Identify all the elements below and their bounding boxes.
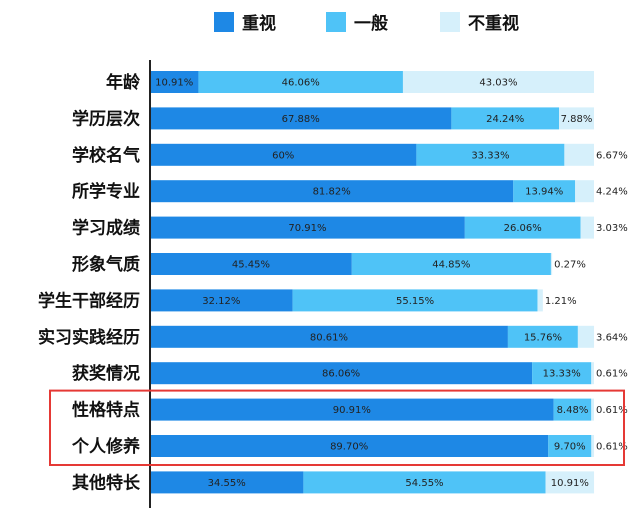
highlight-box [49,389,625,467]
bar-11-3 [591,435,595,457]
category-label-8: 实习实践经历 [38,327,140,348]
bar-6-1 [150,253,352,275]
value-label-9-1: 86.06% [322,369,360,380]
value-label-8-1: 80.61% [310,332,348,343]
value-label-9-3: 0.61% [596,369,628,380]
bar-8-3 [577,325,595,348]
category-label-11: 个人修养 [71,436,141,457]
bars: 10.91% 46.06% 43.03% 67.88% 24.24% 7.88% 60% 33… [150,71,628,494]
value-label-11-2: 9.70% [554,442,586,453]
value-label-1-2: 46.06% [282,78,320,89]
value-label-4-3: 4.24% [596,187,628,198]
category-labels: 年龄学历层次学校名气所学专业学习成绩形象气质学生干部经历实习实践经历获奖情况性格… [38,72,141,493]
value-label-4-1: 81.82% [313,187,351,198]
value-label-8-3: 3.64% [596,332,628,343]
value-label-5-2: 26.06% [504,223,542,234]
bar-12-3 [545,471,595,494]
bar-9-2 [532,362,592,385]
bar-7-3 [537,289,543,312]
legend-label-1: 重视 [242,13,276,34]
value-label-3-2: 33.33% [471,150,509,161]
bar-7-1 [150,289,293,312]
category-label-9: 获奖情况 [72,363,140,384]
value-label-5-1: 70.91% [288,223,326,234]
category-label-4: 所学专业 [72,181,140,202]
legend: 重视 一般 不重视 [214,12,519,34]
category-label-1: 年龄 [106,72,141,93]
bar-1-3 [402,71,594,93]
bar-5-2 [464,216,581,239]
bar-1-1 [150,71,199,93]
bar-3-2 [416,143,565,166]
value-label-6-2: 44.85% [432,260,470,271]
bar-10-2 [553,398,592,421]
bar-6-3 [550,253,553,275]
legend-swatch-3 [440,12,460,32]
bar-12-2 [303,471,546,494]
bar-3-1 [150,143,417,166]
category-label-2: 学历层次 [72,108,140,129]
value-label-3-3: 6.67% [596,150,628,161]
bar-5-1 [150,216,465,239]
value-label-6-1: 45.45% [232,260,270,271]
legend-label-3: 不重视 [468,13,519,34]
bar-9-3 [591,362,594,385]
value-label-10-1: 90.91% [333,405,371,416]
value-label-7-1: 32.12% [202,296,240,307]
bar-6-2 [351,253,551,275]
value-label-7-3: 1.21% [545,296,577,307]
bar-1-2 [198,71,403,93]
bar-4-3 [575,180,594,203]
bar-5-3 [580,216,594,239]
value-label-7-2: 55.15% [396,296,434,307]
category-label-7: 学生干部经历 [38,290,140,311]
bar-10-3 [591,398,594,421]
value-label-9-2: 13.33% [543,369,581,380]
value-label-10-3: 0.61% [596,405,628,416]
value-label-4-2: 13.94% [525,187,563,198]
category-label-5: 学习成绩 [72,218,140,239]
bar-3-3 [564,143,594,166]
value-label-1-3: 43.03% [479,78,517,89]
value-label-6-3: 0.27% [554,260,586,271]
bar-2-3 [559,107,594,130]
bar-9-1 [150,362,533,385]
value-label-3-1: 60% [272,150,294,161]
bar-4-1 [150,180,514,203]
bar-10-1 [150,398,554,421]
bar-8-1 [150,325,508,348]
value-label-10-2: 8.48% [557,405,589,416]
value-label-5-3: 3.03% [596,223,628,234]
category-label-6: 形象气质 [72,254,140,275]
value-label-11-1: 89.70% [330,442,368,453]
value-label-2-3: 7.88% [561,114,593,125]
value-label-8-2: 15.76% [524,332,562,343]
legend-label-2: 一般 [354,13,388,34]
legend-swatch-1 [214,12,234,32]
category-label-12: 其他特长 [72,472,141,493]
value-label-12-2: 54.55% [405,478,443,489]
legend-swatch-2 [326,12,346,32]
value-label-1-1: 10.91% [155,78,193,89]
bar-12-1 [150,471,304,494]
value-label-12-3: 10.91% [551,478,589,489]
category-label-10: 性格特点 [72,400,140,421]
bar-4-2 [513,180,576,203]
value-label-2-2: 24.24% [486,114,524,125]
value-label-11-3: 0.61% [596,442,628,453]
value-label-12-1: 34.55% [208,478,246,489]
value-label-2-1: 67.88% [282,114,320,125]
bar-11-1 [150,435,549,457]
bar-2-2 [451,107,560,130]
bar-8-2 [507,325,578,348]
bar-2-1 [150,107,452,130]
bar-11-2 [548,435,592,457]
bar-7-2 [292,289,538,312]
category-label-3: 学校名气 [72,145,140,166]
